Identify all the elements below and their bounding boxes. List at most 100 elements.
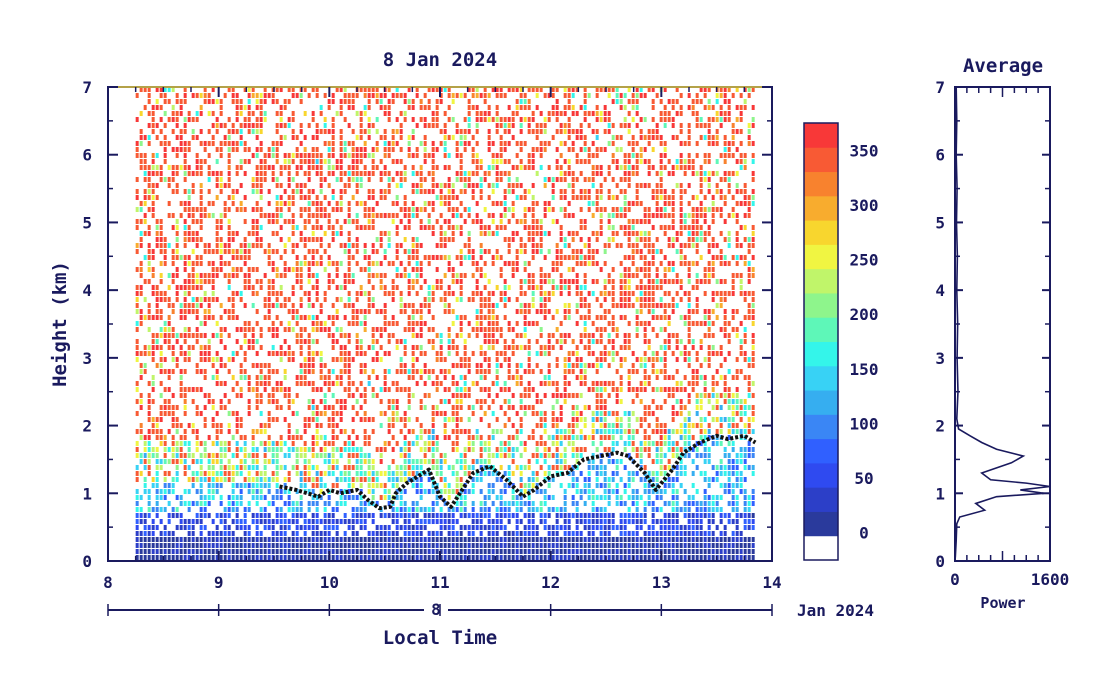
heatmap-cell	[435, 447, 439, 452]
heatmap-cell	[187, 543, 191, 548]
heatmap-cell	[559, 483, 563, 488]
heatmap-cell	[383, 315, 387, 320]
heatmap-cell	[491, 141, 495, 146]
heatmap-cell	[535, 423, 539, 428]
heatmap-cell	[195, 273, 199, 278]
heatmap-cell	[271, 153, 275, 158]
heatmap-cell	[463, 549, 467, 554]
heatmap-cell	[259, 555, 263, 560]
heatmap-cell	[423, 405, 427, 410]
heatmap-cell	[263, 363, 267, 368]
heatmap-cell	[455, 459, 459, 464]
heatmap-cell	[467, 243, 471, 248]
heatmap-cell	[335, 207, 339, 212]
heatmap-cell	[395, 471, 399, 476]
heatmap-cell	[215, 351, 219, 356]
heatmap-cell	[315, 483, 319, 488]
heatmap-cell	[467, 333, 471, 338]
heatmap-cell	[411, 501, 415, 506]
heatmap-cell	[471, 93, 475, 98]
heatmap-cell	[339, 171, 343, 176]
heatmap-cell	[203, 87, 207, 92]
heatmap-cell	[199, 501, 203, 506]
heatmap-cell	[507, 237, 511, 242]
heatmap-cell	[523, 99, 527, 104]
heatmap-cell	[303, 171, 307, 176]
heatmap-cell	[239, 519, 243, 524]
heatmap-cell	[303, 441, 307, 446]
heatmap-cell	[155, 183, 159, 188]
heatmap-cell	[331, 453, 335, 458]
heatmap-cell	[515, 519, 519, 524]
heatmap-cell	[243, 249, 247, 254]
heatmap-cell	[275, 387, 279, 392]
heatmap-cell	[423, 537, 427, 542]
heatmap-cell	[211, 441, 215, 446]
heatmap-cell	[407, 135, 411, 140]
heatmap-cell	[419, 495, 423, 500]
heatmap-cell	[463, 135, 467, 140]
heatmap-cell	[411, 555, 415, 560]
heatmap-cell	[419, 273, 423, 278]
heatmap-cell	[199, 207, 203, 212]
heatmap-cell	[435, 351, 439, 356]
heatmap-cell	[519, 117, 523, 122]
heatmap-cell	[343, 117, 347, 122]
heatmap-cell	[499, 513, 503, 518]
heatmap-cell	[179, 447, 183, 452]
heatmap-cell	[427, 171, 431, 176]
heatmap-cell	[135, 447, 139, 452]
heatmap-cell	[299, 159, 303, 164]
heatmap-cell	[451, 93, 455, 98]
heatmap-cell	[319, 327, 323, 332]
heatmap-cell	[247, 273, 251, 278]
heatmap-cell	[275, 507, 279, 512]
heatmap-cell	[511, 237, 515, 242]
heatmap-cell	[287, 195, 291, 200]
heatmap-cell	[395, 159, 399, 164]
heatmap-cell	[239, 417, 243, 422]
heatmap-cell	[183, 99, 187, 104]
heatmap-cell	[171, 255, 175, 260]
heatmap-cell	[283, 123, 287, 128]
heatmap-cell	[527, 537, 531, 542]
heatmap-cell	[247, 549, 251, 554]
heatmap-cell	[451, 363, 455, 368]
heatmap-cell	[399, 303, 403, 308]
heatmap-cell	[139, 519, 143, 524]
heatmap-cell	[323, 231, 327, 236]
heatmap-cell	[343, 477, 347, 482]
heatmap-cell	[251, 549, 255, 554]
heatmap-cell	[343, 87, 347, 92]
heatmap-cell	[491, 549, 495, 554]
heatmap-cell	[347, 555, 351, 560]
heatmap-cell	[411, 183, 415, 188]
heatmap-cell	[251, 387, 255, 392]
heatmap-cell	[455, 399, 459, 404]
heatmap-cell	[259, 513, 263, 518]
heatmap-cell	[379, 273, 383, 278]
heatmap-cell	[191, 333, 195, 338]
heatmap-cell	[355, 147, 359, 152]
heatmap-cell	[319, 309, 323, 314]
heatmap-cell	[331, 513, 335, 518]
heatmap-cell	[547, 207, 551, 212]
heatmap-cell	[331, 147, 335, 152]
heatmap-cell	[443, 297, 447, 302]
heatmap-cell	[247, 477, 251, 482]
heatmap-cell	[347, 213, 351, 218]
heatmap-cell	[527, 549, 531, 554]
heatmap-cell	[191, 189, 195, 194]
heatmap-cell	[519, 555, 523, 560]
heatmap-cell	[515, 531, 519, 536]
heatmap-cell	[231, 471, 235, 476]
heatmap-cell	[291, 243, 295, 248]
heatmap-cell	[319, 447, 323, 452]
heatmap-cell	[487, 495, 491, 500]
heatmap-cell	[159, 291, 163, 296]
heatmap-cell	[267, 525, 271, 530]
heatmap-cell	[395, 225, 399, 230]
heatmap-cell	[407, 285, 411, 290]
heatmap-cell	[375, 249, 379, 254]
heatmap-cell	[311, 501, 315, 506]
